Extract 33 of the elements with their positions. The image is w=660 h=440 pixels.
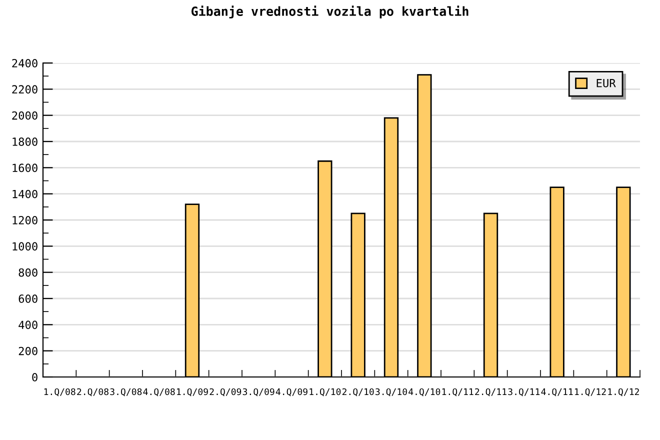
y-tick-label: 1400 (12, 190, 38, 198)
x-tick-label: 3.Q/11 (508, 388, 540, 396)
x-tick-label: 1.Q/10 (310, 388, 341, 396)
x-tick-label: 3.Q/10 (376, 388, 407, 396)
x-tick-label: 4.Q/09 (276, 388, 308, 396)
y-tick-label: 2000 (12, 111, 38, 120)
y-tick-label: 1000 (12, 242, 38, 251)
x-tick-label: 2.Q/10 (342, 388, 374, 396)
y-tick-label: 800 (18, 268, 38, 277)
y-tick-label: 0 (32, 373, 38, 382)
x-tick-label: 4.Q/08 (143, 388, 175, 396)
x-tick-label: 4.Q/11 (541, 388, 573, 396)
y-tick-label: 200 (18, 346, 38, 356)
y-tick-label: 2200 (12, 85, 38, 94)
x-tick-label: 1.Q/11 (442, 388, 474, 396)
x-tick-label: 1.Q/09 (177, 388, 208, 396)
y-tick-label: 600 (18, 294, 38, 303)
y-tick-label: 1600 (12, 164, 38, 172)
y-tick-label: 400 (18, 320, 38, 330)
x-tick-label: 2.Q/08 (77, 388, 108, 396)
x-tick-label: 1.Q/12 (575, 388, 606, 396)
y-tick-label: 1800 (12, 138, 38, 146)
chart-title: Gibanje vrednosti vozila po kvartalih (191, 6, 468, 18)
x-tick-label: 3.Q/08 (110, 388, 142, 396)
x-tick-label: 3.Q/09 (242, 388, 274, 396)
legend-label: EUR (596, 79, 616, 88)
y-tick-label: 1200 (12, 216, 38, 224)
x-tick-label: 1.Q/12 (608, 388, 639, 396)
x-tick-label: 4.Q/10 (408, 388, 440, 396)
x-tick-label: 2.Q/09 (210, 388, 242, 396)
x-tick-label: 2.Q/11 (475, 388, 506, 396)
x-tick-label: 1.Q/08 (44, 388, 76, 396)
y-tick-label: 2400 (12, 59, 38, 68)
